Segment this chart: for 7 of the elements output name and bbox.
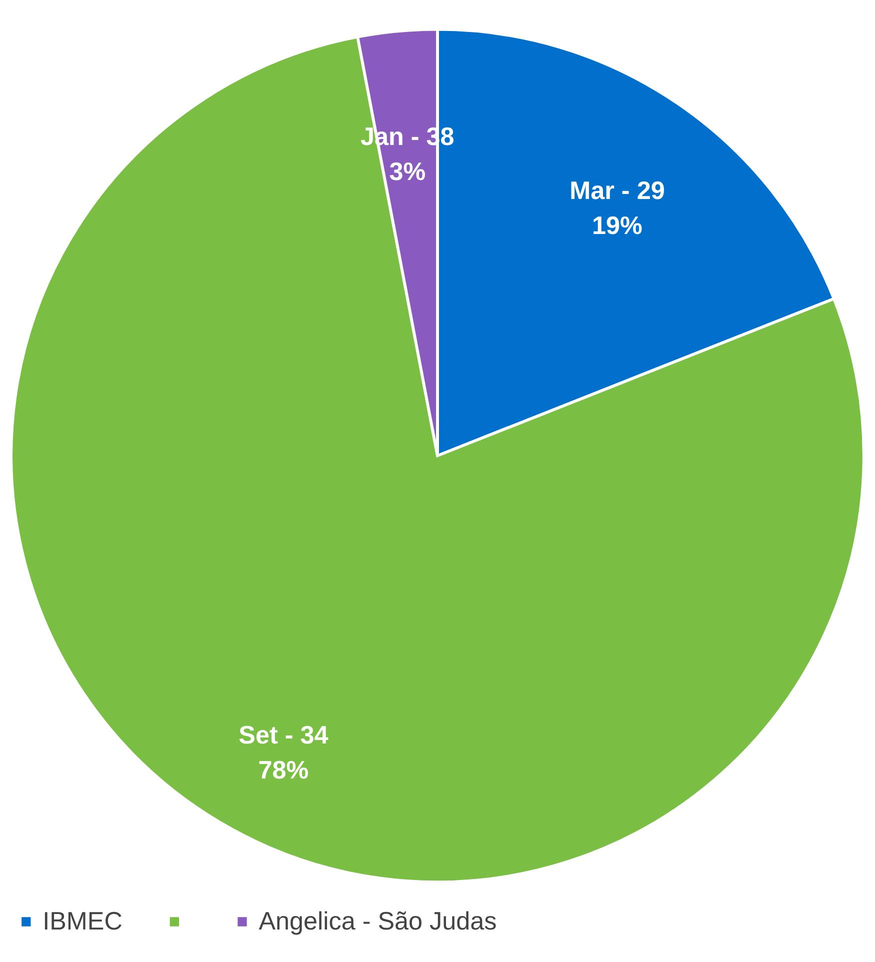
text: Set - 34 (238, 722, 328, 750)
data-label: 19% (592, 212, 642, 240)
text: Mar - 29 (570, 176, 665, 205)
legend-label: IBMEC (42, 908, 122, 936)
legend-label: Angelica - São Judas (258, 908, 497, 936)
data-label: 3% (389, 158, 426, 186)
data-label: 78% (258, 756, 309, 785)
